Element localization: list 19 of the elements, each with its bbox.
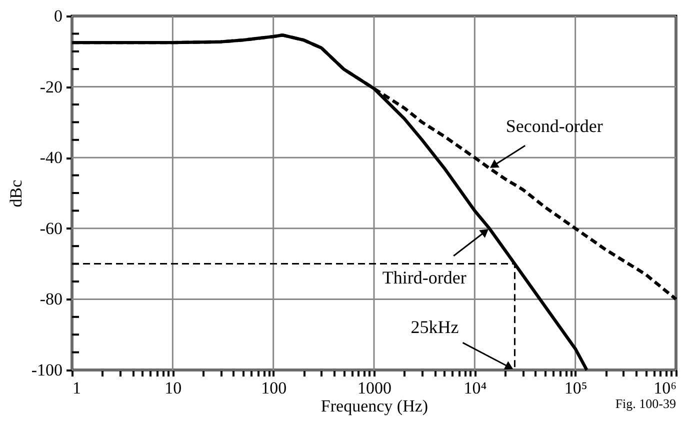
y-tick-label: 0	[54, 6, 62, 26]
y-tick-label: -40	[40, 148, 62, 168]
y-tick-label: -100	[31, 360, 62, 380]
x-tick-label: 10⁴	[464, 378, 487, 398]
x-tick-label: 1	[72, 378, 81, 398]
caption: Fig. 100-39	[615, 396, 676, 411]
y-tick-label: -80	[40, 290, 62, 309]
legend-label: Third-order	[382, 267, 466, 288]
y-axis-title: dBc	[6, 179, 26, 208]
annotation: 25kHz	[410, 317, 459, 337]
x-tick-label: 10	[164, 378, 182, 398]
x-tick-label: 10⁵	[564, 378, 588, 398]
series-label: Second-order	[506, 116, 603, 136]
x-tick-label: 100	[261, 378, 287, 398]
y-tick-label: -20	[40, 77, 62, 96]
x-axis-title: Frequency (Hz)	[320, 396, 428, 416]
x-tick-label: 1000	[358, 378, 392, 398]
y-tick-label: -60	[40, 218, 62, 238]
x-tick-label: 10⁶	[654, 378, 677, 398]
